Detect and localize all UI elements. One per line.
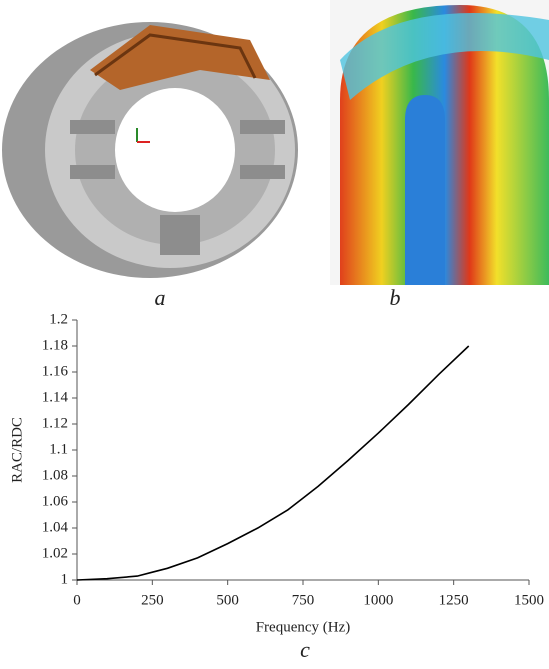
- x-tick-label: 1000: [363, 592, 393, 608]
- y-tick-label: 1.2: [49, 311, 68, 327]
- panel-label: c: [300, 637, 310, 662]
- x-tick-label: 500: [216, 592, 239, 608]
- panel-label: b: [390, 285, 401, 310]
- y-tick-label: 1.16: [42, 363, 69, 379]
- y-tick-label: 1.14: [42, 389, 69, 405]
- y-tick-label: 1.18: [42, 337, 68, 353]
- y-tick-label: 1.04: [42, 519, 69, 535]
- x-tick-label: 250: [141, 592, 164, 608]
- x-tick-label: 750: [292, 592, 315, 608]
- page: a b c Frequency (Hz) RAC/RDC 1 1.02 1.04 1.…: [0, 0, 549, 664]
- y-tick-label: 1.1: [49, 441, 68, 457]
- figure: a b c Frequency (Hz) RAC/RDC 1 1.02 1.04 1.…: [0, 0, 549, 664]
- x-axis-label: Frequency (Hz): [256, 619, 351, 635]
- field-image: [330, 0, 549, 285]
- line: [77, 346, 469, 580]
- stator-image: [2, 22, 298, 278]
- y-tick-label: 1: [61, 571, 69, 587]
- y-tick-label: 1.12: [42, 415, 68, 431]
- y-tick-label: 1.02: [42, 545, 68, 561]
- x-tick-label: 0: [73, 592, 81, 608]
- x-tick-label: 1500: [514, 592, 544, 608]
- y-axis-label: RAC/RDC: [9, 417, 25, 483]
- x-tick-label: 1250: [439, 592, 469, 608]
- y-tick-label: 1.08: [42, 467, 68, 483]
- y-tick-label: 1.06: [42, 493, 69, 509]
- panel-label: a: [155, 285, 166, 310]
